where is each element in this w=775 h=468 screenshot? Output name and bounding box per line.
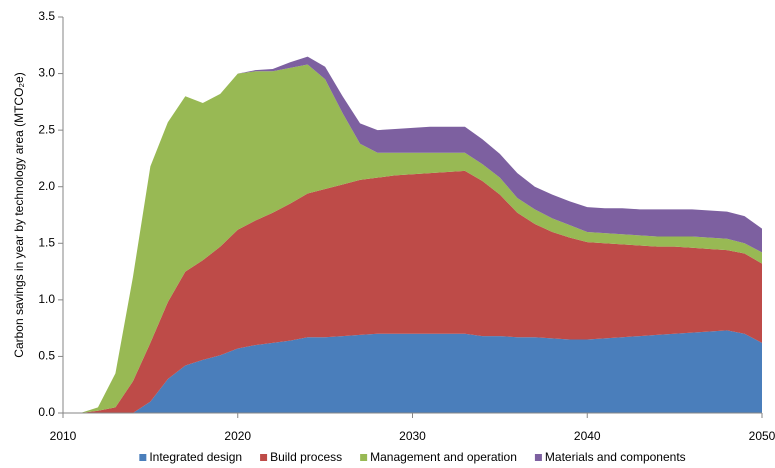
area <box>80 330 763 413</box>
legend-label: Management and operation <box>370 450 517 464</box>
area <box>80 56 763 413</box>
legend-label: Integrated design <box>149 450 242 464</box>
legend-swatch <box>260 454 268 461</box>
legend-label: Build process <box>270 450 342 464</box>
x-tick-label: 2030 <box>399 429 426 443</box>
legend: Integrated design Build process Management… <box>139 450 686 464</box>
area <box>80 64 763 414</box>
y-tick-label: 0.5 <box>38 349 55 363</box>
legend-label: Materials and components <box>545 450 686 464</box>
y-tick-label: 1.5 <box>38 235 55 249</box>
x-tick-label: 2050 <box>749 429 775 443</box>
legend-swatch <box>139 454 147 461</box>
legend-swatch <box>534 454 542 461</box>
y-tick-label: 2.0 <box>38 179 55 193</box>
y-tick-label: 1.0 <box>38 292 55 306</box>
y-tick-label: 3.0 <box>38 66 55 80</box>
legend-swatch <box>360 454 368 461</box>
y-axis-title: Carbon savings in year by technology are… <box>12 72 26 357</box>
x-tick-label: 2010 <box>50 429 77 443</box>
x-tick-label: 2040 <box>574 429 601 443</box>
y-tick-label: 0.0 <box>38 405 55 419</box>
y-tick-label: 3.5 <box>38 9 55 23</box>
x-tick-label: 2020 <box>224 429 251 443</box>
area <box>80 170 763 413</box>
y-tick-label: 2.5 <box>38 122 55 136</box>
